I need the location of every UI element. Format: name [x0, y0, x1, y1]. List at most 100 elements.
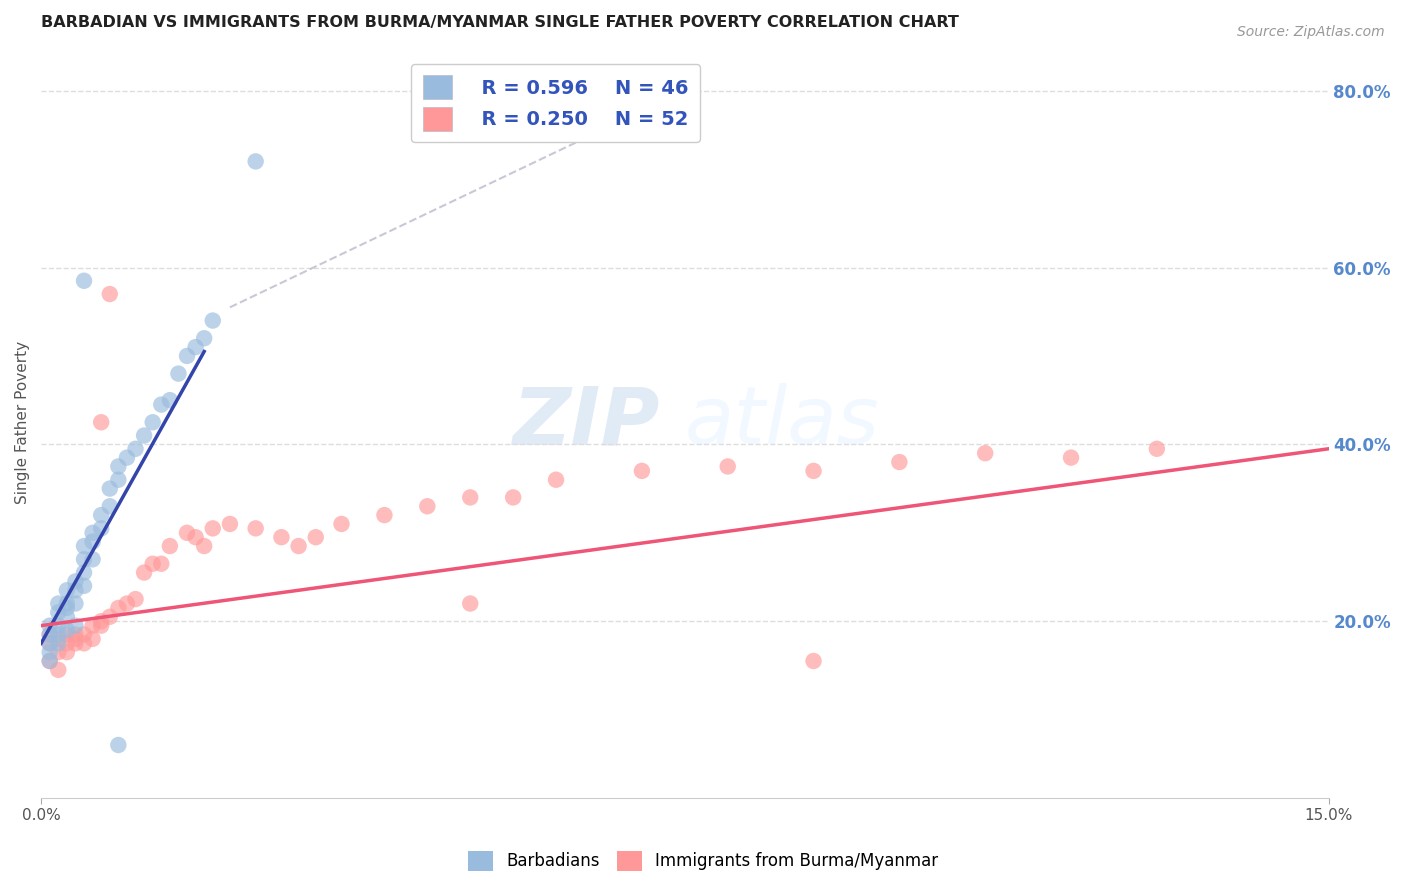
Point: [65, 597, 87, 611]
Point: [56, 623, 79, 637]
Point: [1060, 450, 1083, 465]
Point: [46, 636, 69, 650]
Point: [803, 654, 825, 668]
Point: [56, 636, 79, 650]
Point: [717, 459, 740, 474]
Point: [176, 349, 198, 363]
Point: [176, 525, 198, 540]
Point: [184, 530, 207, 544]
Point: [458, 597, 481, 611]
Point: [65, 632, 87, 646]
Point: [107, 459, 129, 474]
Point: [193, 539, 215, 553]
Point: [330, 516, 353, 531]
Point: [159, 539, 181, 553]
Point: [544, 473, 567, 487]
Point: [124, 592, 146, 607]
Point: [107, 601, 129, 615]
Point: [56, 601, 79, 615]
Point: [82, 552, 104, 566]
Point: [65, 627, 87, 641]
Point: [305, 530, 328, 544]
Point: [1146, 442, 1168, 456]
Point: [98, 482, 121, 496]
Point: [38, 627, 60, 641]
Point: [184, 340, 207, 354]
Point: [98, 287, 121, 301]
Point: [124, 442, 146, 456]
Point: [46, 606, 69, 620]
Point: [90, 618, 112, 632]
Point: [974, 446, 997, 460]
Point: [56, 609, 79, 624]
Point: [502, 491, 524, 505]
Point: [46, 632, 69, 646]
Point: [98, 609, 121, 624]
Point: [90, 415, 112, 429]
Text: BARBADIAN VS IMMIGRANTS FROM BURMA/MYANMAR SINGLE FATHER POVERTY CORRELATION CHA: BARBADIAN VS IMMIGRANTS FROM BURMA/MYANM…: [41, 15, 959, 30]
Point: [46, 618, 69, 632]
Point: [82, 534, 104, 549]
Point: [287, 539, 309, 553]
Point: [46, 627, 69, 641]
Point: [82, 632, 104, 646]
Point: [56, 627, 79, 641]
Point: [219, 516, 242, 531]
Point: [889, 455, 911, 469]
Point: [270, 530, 292, 544]
Legend: Barbadians, Immigrants from Burma/Myanmar: Barbadians, Immigrants from Burma/Myanma…: [460, 842, 946, 880]
Point: [458, 491, 481, 505]
Point: [73, 627, 96, 641]
Point: [82, 525, 104, 540]
Point: [107, 473, 129, 487]
Point: [46, 663, 69, 677]
Point: [150, 557, 173, 571]
Point: [73, 274, 96, 288]
Point: [631, 464, 654, 478]
Point: [159, 393, 181, 408]
Point: [193, 331, 215, 345]
Point: [73, 566, 96, 580]
Point: [115, 597, 138, 611]
Point: [98, 500, 121, 514]
Text: Source: ZipAtlas.com: Source: ZipAtlas.com: [1237, 25, 1385, 39]
Point: [46, 597, 69, 611]
Point: [142, 557, 165, 571]
Point: [73, 539, 96, 553]
Point: [373, 508, 395, 522]
Point: [38, 654, 60, 668]
Point: [38, 636, 60, 650]
Y-axis label: Single Father Poverty: Single Father Poverty: [15, 341, 30, 504]
Point: [56, 645, 79, 659]
Point: [803, 464, 825, 478]
Text: atlas: atlas: [685, 384, 880, 461]
Point: [107, 738, 129, 752]
Point: [132, 428, 155, 442]
Point: [65, 618, 87, 632]
Point: [38, 654, 60, 668]
Point: [201, 313, 224, 327]
Point: [65, 636, 87, 650]
Point: [38, 645, 60, 659]
Point: [142, 415, 165, 429]
Point: [150, 398, 173, 412]
Point: [201, 521, 224, 535]
Point: [38, 627, 60, 641]
Point: [90, 614, 112, 628]
Point: [73, 579, 96, 593]
Point: [38, 636, 60, 650]
Point: [90, 521, 112, 535]
Point: [90, 508, 112, 522]
Point: [56, 583, 79, 598]
Point: [82, 618, 104, 632]
Point: [73, 552, 96, 566]
Text: ZIP: ZIP: [512, 384, 659, 461]
Point: [245, 154, 267, 169]
Point: [416, 500, 439, 514]
Point: [38, 618, 60, 632]
Point: [56, 597, 79, 611]
Point: [115, 450, 138, 465]
Legend:   R = 0.596    N = 46,   R = 0.250    N = 52: R = 0.596 N = 46, R = 0.250 N = 52: [412, 63, 700, 142]
Point: [245, 521, 267, 535]
Point: [73, 636, 96, 650]
